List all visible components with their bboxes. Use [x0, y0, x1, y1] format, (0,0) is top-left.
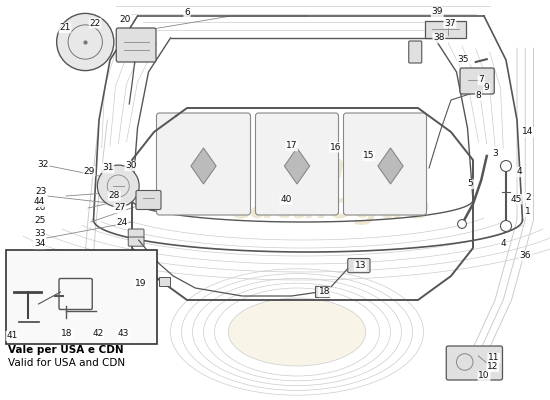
Text: 20: 20 — [120, 15, 131, 24]
Text: 16: 16 — [330, 143, 341, 152]
FancyBboxPatch shape — [409, 41, 422, 63]
Text: 40: 40 — [280, 196, 292, 204]
FancyBboxPatch shape — [348, 258, 370, 273]
Text: 42: 42 — [92, 330, 103, 338]
Text: 37: 37 — [444, 19, 455, 28]
Text: 43: 43 — [118, 330, 129, 338]
Text: 29: 29 — [84, 167, 95, 176]
FancyBboxPatch shape — [446, 346, 503, 380]
Text: 23: 23 — [36, 188, 47, 196]
Text: 25: 25 — [34, 216, 45, 224]
Circle shape — [97, 165, 139, 207]
Text: 3: 3 — [492, 150, 498, 158]
Polygon shape — [378, 148, 403, 184]
Text: 36: 36 — [520, 252, 531, 260]
Text: 22: 22 — [90, 19, 101, 28]
Text: 35: 35 — [458, 55, 469, 64]
Text: 31: 31 — [102, 164, 113, 172]
Text: 41: 41 — [7, 332, 18, 340]
FancyBboxPatch shape — [460, 68, 494, 94]
Text: 2: 2 — [525, 194, 531, 202]
Text: 5: 5 — [468, 180, 473, 188]
FancyBboxPatch shape — [116, 28, 156, 62]
Circle shape — [500, 160, 512, 172]
Text: 18: 18 — [62, 330, 73, 338]
Text: 10: 10 — [478, 372, 490, 380]
Circle shape — [500, 220, 512, 232]
Text: 45: 45 — [510, 195, 521, 204]
Text: 32: 32 — [37, 160, 48, 169]
Text: 1: 1 — [525, 208, 531, 216]
Text: 6: 6 — [184, 8, 190, 17]
Text: 4: 4 — [500, 240, 506, 248]
Text: 13: 13 — [355, 262, 366, 270]
Text: a parts
catalogue: a parts catalogue — [230, 151, 430, 225]
FancyBboxPatch shape — [128, 229, 144, 238]
Text: 26: 26 — [34, 204, 45, 212]
FancyBboxPatch shape — [425, 21, 466, 38]
Text: 19: 19 — [135, 280, 146, 288]
Text: 7: 7 — [478, 76, 484, 84]
FancyBboxPatch shape — [157, 113, 250, 215]
Text: 14: 14 — [522, 128, 534, 136]
Text: 38: 38 — [433, 34, 444, 42]
Text: 28: 28 — [109, 192, 120, 200]
FancyBboxPatch shape — [136, 190, 161, 210]
Text: 24: 24 — [117, 218, 128, 226]
FancyBboxPatch shape — [315, 286, 329, 297]
Ellipse shape — [228, 298, 366, 366]
Polygon shape — [191, 148, 216, 184]
Text: Vale per USA e CDN: Vale per USA e CDN — [8, 345, 124, 355]
Text: 27: 27 — [114, 204, 125, 212]
Text: 4: 4 — [517, 168, 522, 176]
Bar — [6, 250, 157, 344]
FancyBboxPatch shape — [158, 277, 170, 286]
Text: 9: 9 — [484, 84, 490, 92]
Polygon shape — [284, 148, 310, 184]
FancyBboxPatch shape — [256, 113, 338, 215]
Circle shape — [57, 13, 114, 70]
Text: Valid for USA and CDN: Valid for USA and CDN — [8, 358, 125, 368]
Text: 8: 8 — [476, 92, 481, 100]
Text: 33: 33 — [34, 230, 45, 238]
Text: 44: 44 — [34, 198, 45, 206]
Text: 15: 15 — [363, 152, 374, 160]
Text: 11: 11 — [488, 354, 499, 362]
Text: 17: 17 — [286, 142, 297, 150]
Text: 12: 12 — [487, 362, 498, 371]
Circle shape — [458, 220, 466, 228]
Text: 34: 34 — [34, 240, 45, 248]
Text: 39: 39 — [432, 8, 443, 16]
Text: 18: 18 — [319, 288, 330, 296]
Text: 30: 30 — [125, 162, 136, 170]
FancyBboxPatch shape — [128, 237, 144, 246]
FancyBboxPatch shape — [344, 113, 426, 215]
Text: 21: 21 — [59, 24, 70, 32]
